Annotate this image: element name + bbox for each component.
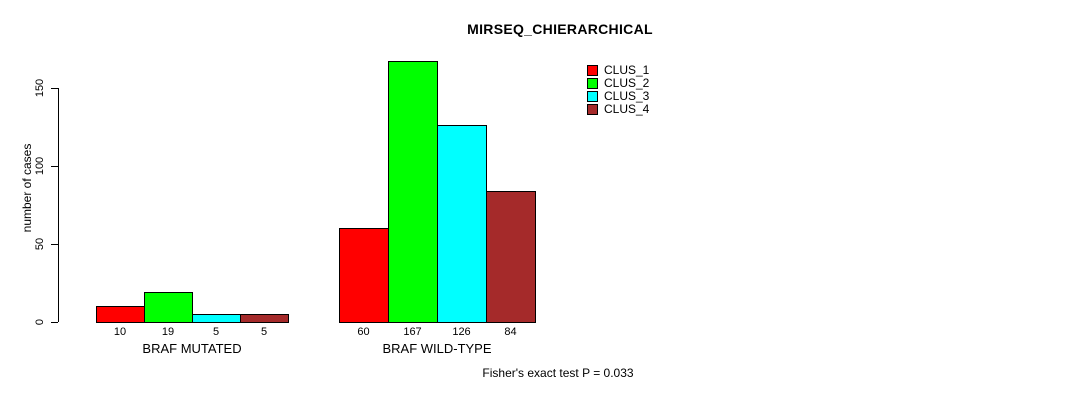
y-axis-line bbox=[58, 88, 59, 322]
chart-title: MIRSEQ_CHIERARCHICAL bbox=[467, 21, 653, 37]
bar-value-label: 5 bbox=[260, 326, 268, 338]
bar-clus_1-1 bbox=[96, 306, 145, 323]
bar-value-label: 167 bbox=[403, 326, 422, 338]
legend-swatch-icon bbox=[587, 65, 598, 76]
bar-clus_3-1 bbox=[192, 314, 241, 323]
legend-item: CLUS_4 bbox=[587, 103, 649, 116]
legend-item: CLUS_2 bbox=[587, 77, 649, 90]
bar-clus_4-1 bbox=[240, 314, 289, 323]
y-axis-tick bbox=[51, 88, 58, 89]
bar-clus_2-1 bbox=[144, 292, 193, 323]
bar-clus_4-2 bbox=[486, 191, 536, 323]
legend-item: CLUS_1 bbox=[587, 64, 649, 77]
y-axis-tick bbox=[51, 322, 58, 323]
bar-value-label: 19 bbox=[161, 326, 175, 338]
y-axis-tick-label: 0 bbox=[34, 318, 46, 326]
y-axis-tick bbox=[51, 166, 58, 167]
legend: CLUS_1 CLUS_2 CLUS_3 CLUS_4 bbox=[587, 64, 649, 116]
y-axis-title: number of cases bbox=[20, 143, 34, 233]
y-axis-tick-label: 150 bbox=[34, 78, 46, 98]
bar-clus_1-2 bbox=[339, 228, 389, 323]
legend-swatch-icon bbox=[587, 104, 598, 115]
legend-item: CLUS_3 bbox=[587, 90, 649, 103]
bar-value-label: 126 bbox=[452, 326, 471, 338]
bar-clus_2-2 bbox=[388, 61, 438, 323]
y-axis-tick bbox=[51, 244, 58, 245]
y-axis-tick-label: 50 bbox=[34, 237, 46, 251]
legend-label: CLUS_2 bbox=[604, 76, 650, 90]
group-label-1: BRAF MUTATED bbox=[142, 341, 242, 356]
bar-value-label: 60 bbox=[357, 326, 370, 338]
legend-label: CLUS_3 bbox=[604, 89, 650, 103]
y-axis-tick-label: 100 bbox=[34, 156, 46, 176]
bar-value-label: 10 bbox=[113, 326, 127, 338]
bar-value-label: 5 bbox=[212, 326, 220, 338]
bar-clus_3-2 bbox=[437, 125, 487, 323]
footnote-text: Fisher's exact test P = 0.033 bbox=[482, 366, 634, 380]
bar-value-label: 84 bbox=[504, 326, 517, 338]
legend-swatch-icon bbox=[587, 91, 598, 102]
group-label-2: BRAF WILD-TYPE bbox=[382, 341, 492, 356]
legend-label: CLUS_4 bbox=[604, 102, 650, 116]
legend-label: CLUS_1 bbox=[604, 63, 650, 77]
legend-swatch-icon bbox=[587, 78, 598, 89]
